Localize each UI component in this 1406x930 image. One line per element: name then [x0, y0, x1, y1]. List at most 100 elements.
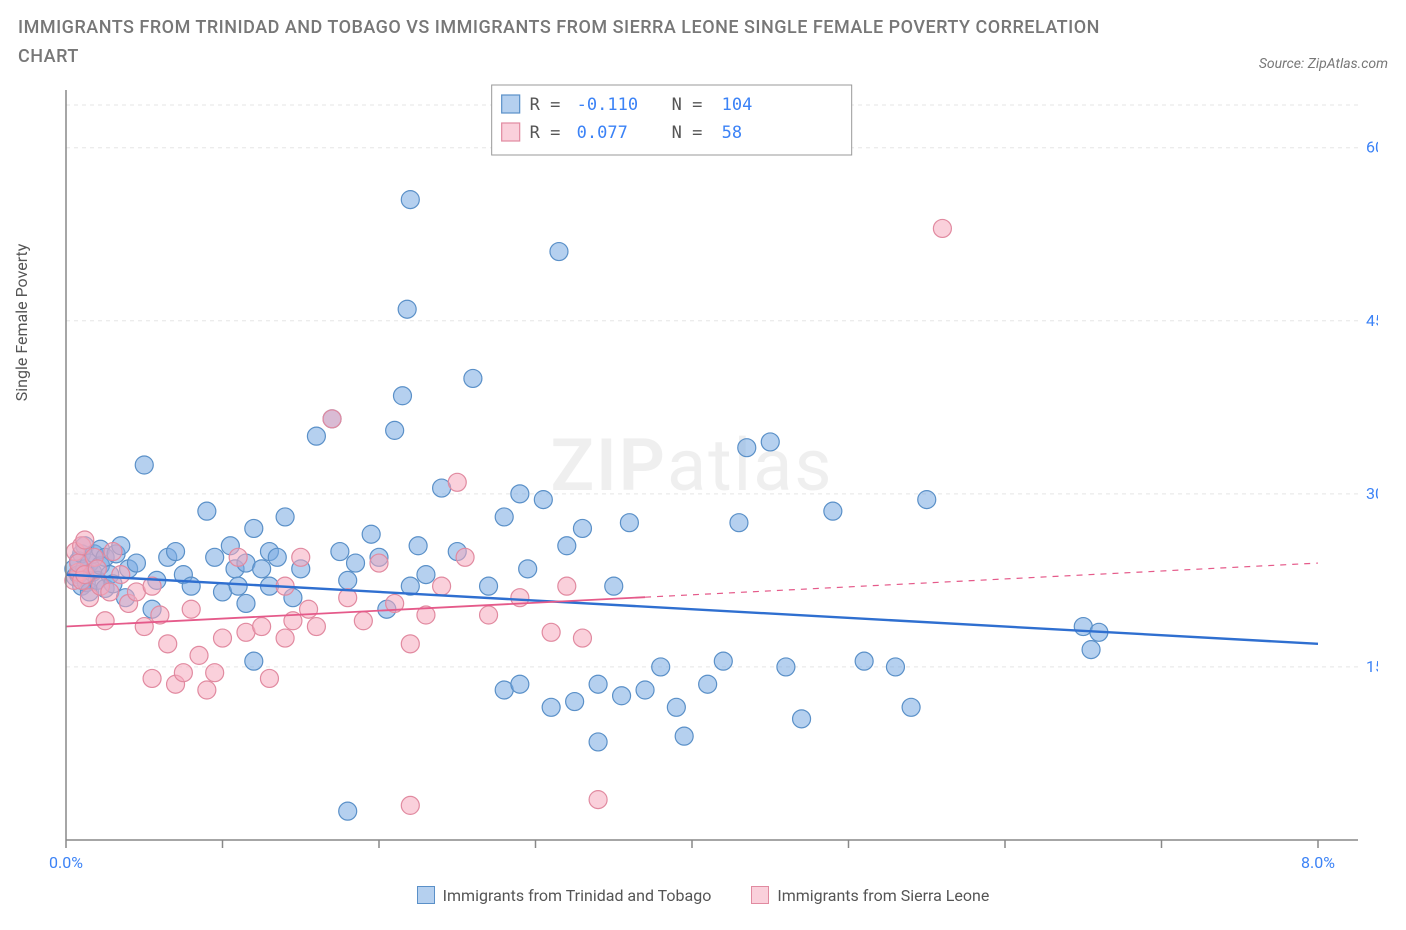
svg-text:R =: R =	[530, 123, 561, 143]
data-point	[206, 548, 224, 566]
data-point	[550, 242, 568, 260]
data-point	[253, 617, 271, 635]
data-point	[323, 409, 341, 427]
data-point	[292, 548, 310, 566]
data-point	[605, 577, 623, 595]
data-point	[918, 490, 936, 508]
data-point	[495, 508, 513, 526]
svg-text:58: 58	[722, 123, 742, 143]
data-point	[190, 646, 208, 664]
data-point	[620, 513, 638, 531]
data-point	[902, 698, 920, 716]
svg-text:30.0%: 30.0%	[1366, 483, 1378, 502]
data-point	[354, 611, 372, 629]
data-point	[566, 692, 584, 710]
y-axis-label: Single Female Poverty	[12, 243, 31, 401]
data-point	[519, 559, 537, 577]
data-point	[1082, 640, 1100, 658]
data-point	[675, 727, 693, 745]
legend-stats: R =-0.110N = 104R =0.077N = 58	[492, 85, 852, 155]
data-point	[401, 796, 419, 814]
data-point	[652, 658, 670, 676]
data-point	[667, 698, 685, 716]
data-point	[573, 519, 591, 537]
svg-text:45.0%: 45.0%	[1366, 310, 1378, 329]
data-point	[573, 629, 591, 647]
data-point	[613, 686, 631, 704]
data-point	[76, 531, 94, 549]
data-point	[206, 663, 224, 681]
data-point	[182, 600, 200, 618]
legend-label: Immigrants from Trinidad and Tobago	[443, 886, 712, 905]
data-point	[307, 617, 325, 635]
svg-text:N =: N =	[672, 123, 703, 143]
data-point	[159, 634, 177, 652]
legend-item: Immigrants from Sierra Leone	[751, 886, 989, 905]
data-point	[433, 577, 451, 595]
svg-text:-0.110: -0.110	[577, 95, 638, 115]
data-point	[104, 542, 122, 560]
data-point	[229, 548, 247, 566]
svg-text:ZIPatlas: ZIPatlas	[550, 423, 833, 508]
data-point	[96, 611, 114, 629]
data-point	[101, 583, 119, 601]
data-point	[714, 652, 732, 670]
data-point	[339, 802, 357, 820]
data-point	[534, 490, 552, 508]
data-point	[480, 577, 498, 595]
data-point	[237, 594, 255, 612]
svg-text:8.0%: 8.0%	[1301, 853, 1335, 872]
data-point	[511, 484, 529, 502]
data-point	[167, 542, 185, 560]
data-point	[393, 386, 411, 404]
data-point	[135, 456, 153, 474]
data-point	[339, 571, 357, 589]
data-point	[229, 577, 247, 595]
svg-text:104: 104	[722, 95, 753, 115]
data-point	[636, 681, 654, 699]
data-point	[307, 427, 325, 445]
svg-text:N =: N =	[672, 95, 703, 115]
data-point	[824, 502, 842, 520]
data-point	[456, 548, 474, 566]
legend-bottom: Immigrants from Trinidad and Tobago Immig…	[18, 886, 1388, 905]
data-point	[300, 600, 318, 618]
data-point	[347, 554, 365, 572]
source-label: Source: ZipAtlas.com	[1259, 56, 1388, 72]
data-point	[370, 554, 388, 572]
data-point	[331, 542, 349, 560]
data-point	[542, 698, 560, 716]
data-point	[268, 548, 286, 566]
data-point	[409, 536, 427, 554]
data-point	[448, 473, 466, 491]
data-point	[558, 536, 576, 554]
data-point	[761, 433, 779, 451]
data-point	[401, 190, 419, 208]
data-point	[480, 606, 498, 624]
chart-container: Single Female Poverty 15.0%30.0%45.0%60.…	[18, 80, 1388, 880]
data-point	[542, 623, 560, 641]
data-point	[777, 658, 795, 676]
svg-text:15.0%: 15.0%	[1366, 657, 1378, 676]
data-point	[401, 634, 419, 652]
legend-item: Immigrants from Trinidad and Tobago	[417, 886, 712, 905]
data-point	[855, 652, 873, 670]
data-point	[143, 669, 161, 687]
data-point	[886, 658, 904, 676]
header: IMMIGRANTS FROM TRINIDAD AND TOBAGO VS I…	[18, 14, 1388, 72]
legend-swatch	[751, 886, 769, 904]
legend-label: Immigrants from Sierra Leone	[777, 886, 989, 905]
data-point	[214, 629, 232, 647]
chart-title: IMMIGRANTS FROM TRINIDAD AND TOBAGO VS I…	[18, 14, 1118, 72]
data-point	[245, 519, 263, 537]
data-point	[260, 669, 278, 687]
data-point	[558, 577, 576, 595]
data-point	[738, 438, 756, 456]
data-point	[730, 513, 748, 531]
svg-text:60.0%: 60.0%	[1366, 137, 1378, 156]
data-point	[589, 790, 607, 808]
data-point	[135, 617, 153, 635]
data-point	[276, 508, 294, 526]
legend-swatch	[417, 886, 435, 904]
data-point	[198, 502, 216, 520]
